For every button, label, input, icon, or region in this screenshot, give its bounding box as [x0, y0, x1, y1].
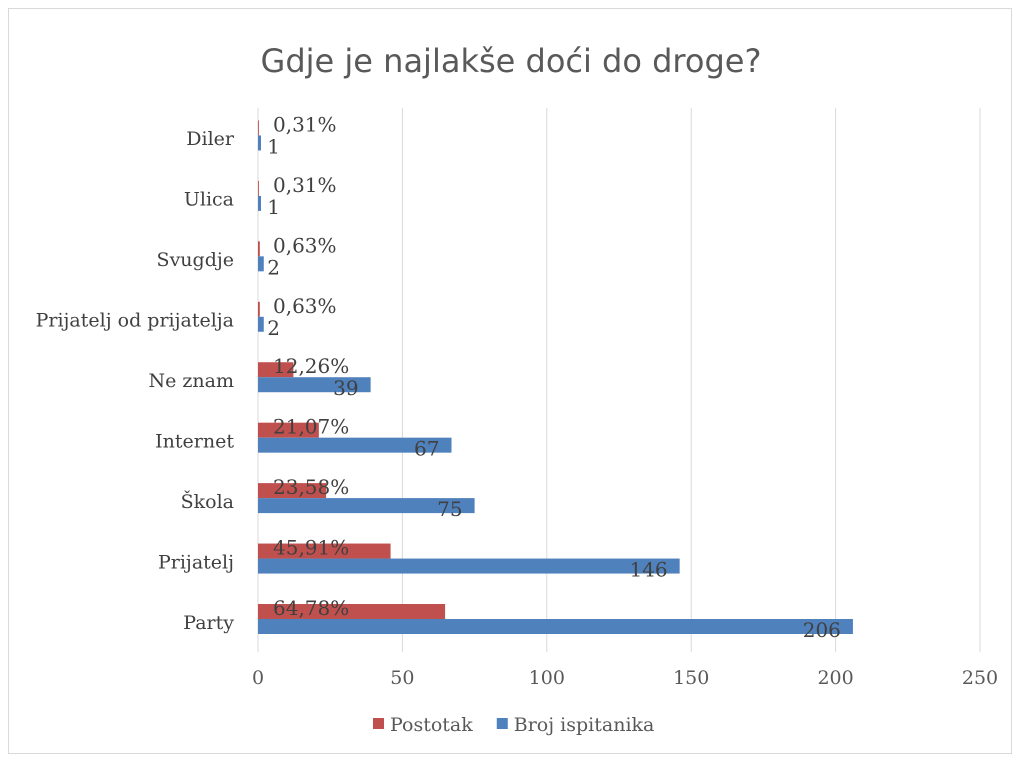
data-label-postotak-party: 64,78%	[273, 596, 349, 620]
data-labels: 64,78% 206 45,91% 146 23,58% 75 21,07% 67 12,26%…	[267, 112, 841, 642]
legend-label-broj-ispitanika: Broj ispitanika	[514, 714, 655, 736]
bar-postotak-ne-znam	[258, 362, 294, 378]
data-label-broj-ispitanika-prijatelj: 146	[629, 558, 667, 582]
category-axis: Party Prijatelj Škola Internet Ne znam Prijat…	[36, 128, 235, 634]
data-label-postotak-diler: 0,31%	[273, 112, 337, 136]
data-label-broj-ispitanika-svugdje: 2	[267, 255, 280, 279]
bar-postotak-internet	[258, 422, 319, 438]
data-label-broj-ispitanika-skola: 75	[437, 497, 462, 521]
bar-broj-ispitanika-ulica	[258, 195, 261, 211]
data-label-postotak-prijatelj-od-prijatelja: 0,63%	[273, 294, 337, 318]
bar-postotak-svugdje	[258, 241, 260, 257]
category-label-prijatelj-od-prijatelja: Prijatelj od prijatelja	[36, 310, 234, 332]
x-tick-0: 0	[252, 667, 264, 689]
bar-postotak-diler	[258, 120, 259, 136]
data-label-postotak-internet: 21,07%	[273, 415, 349, 439]
category-label-party: Party	[183, 612, 234, 634]
x-tick-100: 100	[529, 667, 565, 689]
data-label-postotak-ne-znam: 12,26%	[273, 354, 349, 378]
x-tick-250: 250	[962, 667, 998, 689]
bar-postotak-prijatelj-od-prijatelja	[258, 301, 260, 317]
bar-broj-ispitanika-internet	[258, 437, 452, 453]
category-label-ulica: Ulica	[184, 189, 234, 211]
category-label-internet: Internet	[155, 430, 234, 452]
data-label-broj-ispitanika-prijatelj-od-prijatelja: 2	[267, 316, 280, 340]
bar-broj-ispitanika-prijatelj-od-prijatelja	[258, 316, 264, 332]
bar-broj-ispitanika-skola	[258, 498, 475, 514]
category-label-diler: Diler	[186, 128, 235, 150]
category-label-ne-znam: Ne znam	[149, 370, 235, 392]
data-label-postotak-ulica: 0,31%	[273, 173, 337, 197]
legend: Postotak Broj ispitanika	[373, 714, 654, 736]
data-label-broj-ispitanika-diler: 1	[267, 134, 280, 158]
data-label-broj-ispitanika-ne-znam: 39	[333, 376, 358, 400]
bar-broj-ispitanika-svugdje	[258, 256, 264, 272]
value-axis: 0 50 100 150 200 250	[252, 667, 998, 689]
data-label-postotak-svugdje: 0,63%	[273, 233, 337, 257]
legend-label-postotak: Postotak	[390, 714, 473, 736]
legend-swatch-postotak	[373, 718, 384, 729]
bar-broj-ispitanika-prijatelj	[258, 558, 680, 574]
bar-postotak-prijatelj	[258, 543, 391, 559]
data-label-broj-ispitanika-internet: 67	[414, 437, 439, 461]
legend-swatch-broj-ispitanika	[496, 718, 508, 729]
data-label-broj-ispitanika-party: 206	[803, 618, 841, 642]
category-label-prijatelj: Prijatelj	[158, 551, 234, 573]
bar-postotak-skola	[258, 483, 327, 499]
category-label-skola: Škola	[181, 490, 234, 513]
bar-postotak-ulica	[258, 180, 259, 196]
data-label-postotak-skola: 23,58%	[273, 475, 349, 499]
category-label-svugdje: Svugdje	[157, 249, 234, 271]
bar-broj-ispitanika-diler	[258, 135, 261, 151]
bars	[258, 120, 853, 634]
x-tick-50: 50	[390, 667, 414, 689]
data-label-broj-ispitanika-ulica: 1	[267, 195, 280, 219]
bar-broj-ispitanika-ne-znam	[258, 377, 371, 393]
chart-title: Gdje je najlakše doći do droge?	[261, 42, 762, 80]
data-label-postotak-prijatelj: 45,91%	[273, 536, 349, 560]
x-tick-150: 150	[673, 667, 709, 689]
bar-postotak-party	[258, 604, 446, 619]
x-tick-200: 200	[817, 667, 853, 689]
bar-broj-ispitanika-party	[258, 619, 853, 634]
